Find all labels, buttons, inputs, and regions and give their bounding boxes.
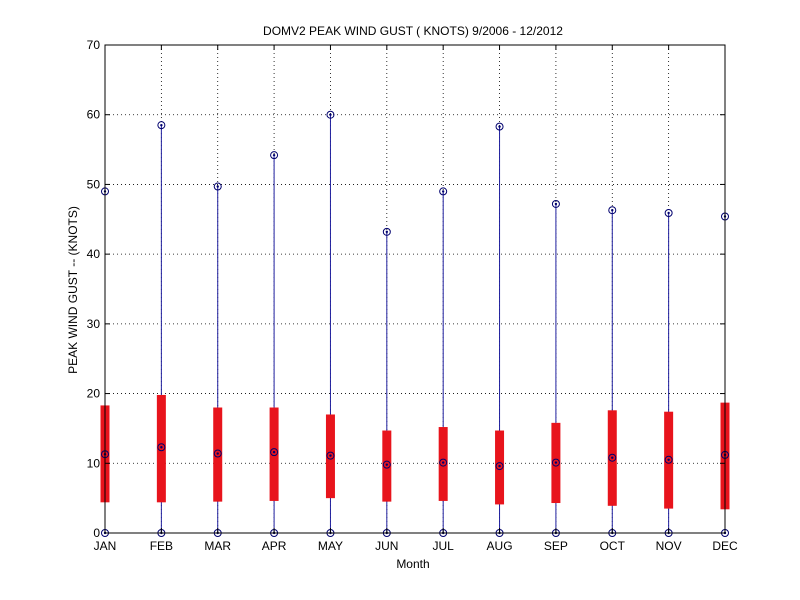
box-iqr (382, 430, 392, 502)
median-marker (551, 458, 560, 467)
max-marker-dot (498, 125, 501, 128)
y-tick-label: 70 (87, 38, 101, 52)
max-marker (664, 209, 673, 218)
box-iqr (269, 407, 279, 501)
median-marker-dot (667, 458, 670, 461)
median-marker-dot (611, 456, 614, 459)
max-marker (326, 110, 335, 119)
y-tick-label: 50 (87, 177, 101, 191)
median-marker (157, 443, 166, 452)
max-marker (495, 122, 504, 131)
max-marker-dot (385, 230, 389, 234)
x-tick-label: DEC (712, 539, 738, 553)
median-marker-dot (272, 450, 276, 454)
y-tick-label: 10 (87, 456, 101, 470)
median-marker-dot (498, 464, 501, 468)
y-tick-label: 0 (93, 526, 100, 540)
median-marker (439, 458, 448, 467)
max-marker-dot (216, 185, 219, 188)
x-axis-label: Month (396, 557, 429, 571)
median-marker (608, 453, 617, 462)
plot-frame (104, 44, 726, 534)
box-iqr (156, 394, 166, 503)
y-tick-label: 20 (87, 387, 101, 401)
max-marker (439, 187, 448, 196)
median-marker (382, 460, 391, 469)
x-tick-label: JUL (433, 539, 455, 553)
y-axis-label: PEAK WIND GUST -- (KNOTS) (66, 206, 80, 374)
chart-title: DOMV2 PEAK WIND GUST ( KNOTS) 9/2006 - 1… (263, 24, 563, 38)
x-tick-label: FEB (150, 539, 173, 553)
median-marker (664, 455, 673, 464)
y-tick-label: 60 (87, 108, 101, 122)
max-marker (608, 206, 617, 215)
y-tick-label: 40 (87, 247, 101, 261)
median-marker-dot (216, 452, 219, 455)
median-marker-dot (385, 463, 389, 466)
max-marker-dot (554, 202, 558, 206)
x-tick-label: JUN (375, 539, 398, 553)
max-marker-dot (329, 113, 332, 116)
max-marker (551, 199, 560, 208)
median-marker (270, 448, 279, 457)
ticks: 0 10 20 30 40 50 60 70 JAN FEB MAR APR MAY JUN JUL AUG S… (87, 38, 738, 553)
max-marker-dot (160, 123, 163, 127)
x-tick-label: MAY (318, 539, 343, 553)
median-marker-dot (441, 461, 445, 464)
y-tick-label: 30 (87, 317, 101, 331)
median-marker-dot (329, 454, 332, 457)
box-iqr (438, 427, 448, 501)
max-marker (270, 151, 279, 160)
median-marker (495, 462, 504, 471)
max-marker-dot (272, 153, 276, 157)
x-tick-label: APR (262, 539, 287, 553)
median-marker (326, 451, 335, 460)
median-marker (213, 449, 222, 458)
x-tick-label: SEP (544, 539, 568, 553)
axes (104, 44, 726, 534)
x-tick-label: JAN (94, 539, 117, 553)
box-iqr (495, 430, 505, 505)
max-marker-dot (611, 209, 614, 212)
max-marker-dot (667, 211, 670, 215)
x-tick-label: OCT (600, 539, 626, 553)
max-marker (157, 121, 166, 130)
max-marker-dot (441, 190, 445, 193)
max-marker (213, 182, 222, 191)
x-tick-label: AUG (487, 539, 513, 553)
median-marker-dot (160, 446, 163, 449)
median-marker-dot (554, 461, 558, 464)
x-tick-label: MAR (204, 539, 231, 553)
x-tick-label: NOV (656, 539, 682, 553)
max-marker (382, 227, 391, 236)
